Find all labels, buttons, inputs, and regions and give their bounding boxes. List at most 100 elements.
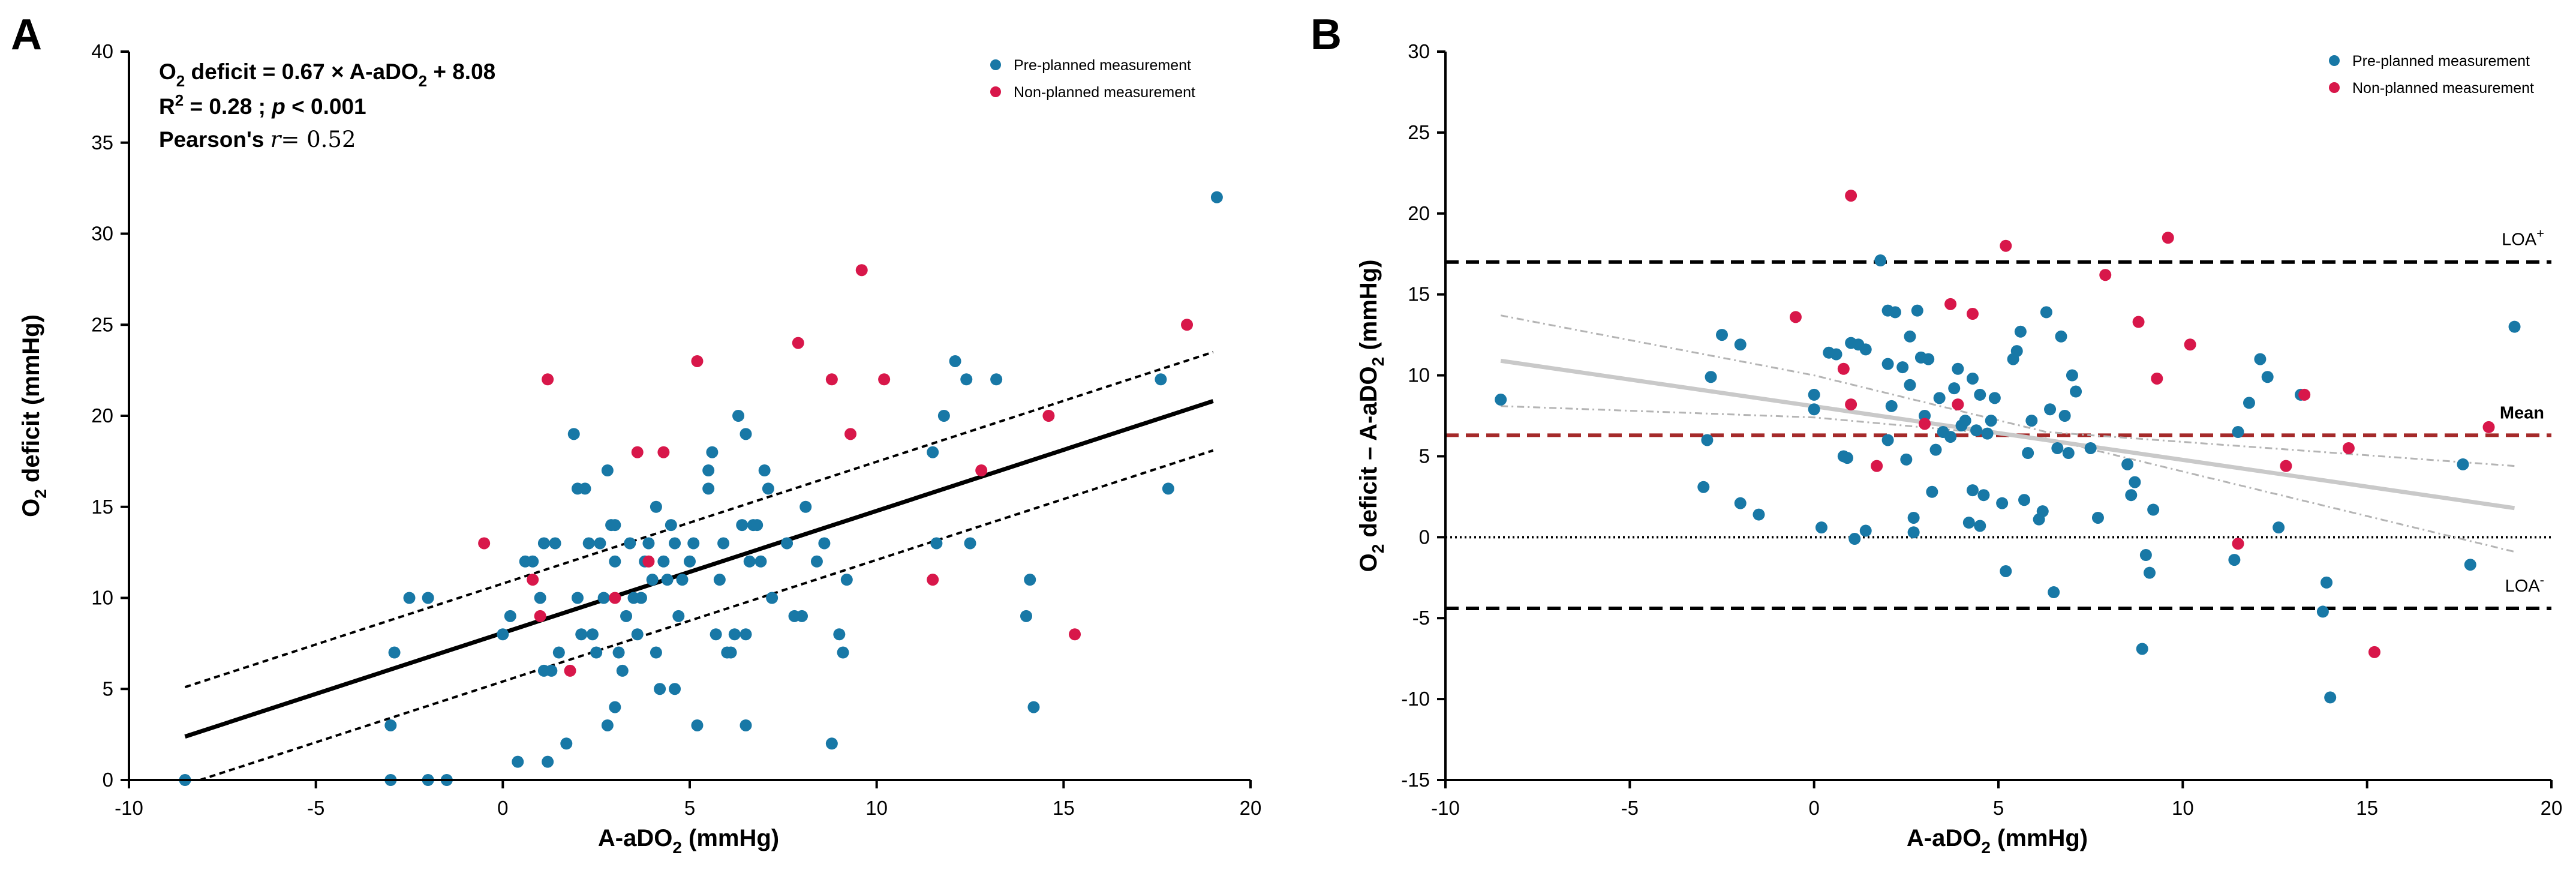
panel-a-pre-planned-point <box>840 574 853 586</box>
panel-b-pre-planned-point <box>2273 521 2285 534</box>
panel-a-lines <box>184 350 1214 781</box>
panel-a-pre-planned-point <box>702 482 715 495</box>
panel-a-legend-non-marker <box>990 86 1001 97</box>
panel-b-pre-planned-point <box>2051 442 2064 454</box>
panel-a-pre-planned-point <box>751 519 764 532</box>
panel-b-pre-planned-point <box>1753 508 1765 521</box>
panel-b-pre-planned-point <box>2036 505 2049 518</box>
panel-a-pre-planned-point <box>612 646 625 659</box>
panel-a-non-planned-point <box>657 446 670 458</box>
panel-b-pre-planned-point <box>1977 489 1990 502</box>
regression-line <box>184 399 1214 739</box>
panel-b-pre-planned-point <box>2243 397 2255 409</box>
panel-a-non-planned-point <box>792 337 804 349</box>
panel-b-non-planned-point <box>2099 269 2112 281</box>
panel-b-non-planned-point <box>2232 538 2244 550</box>
panel-a-pre-planned-point <box>740 628 752 641</box>
panel-b-pre-planned-point <box>2022 447 2034 460</box>
panel-b-pre-planned-point <box>1734 338 1747 351</box>
panel-a-y-tick-label: 35 <box>91 131 113 154</box>
panel-a-non-planned-point <box>478 537 491 550</box>
panel-a-pearson: Pearson's r= 0.52 <box>159 127 356 152</box>
loa-lower-label: LOA- <box>2505 572 2544 596</box>
panel-a-pre-planned-point <box>654 683 666 695</box>
panel-b-pre-planned-point <box>2025 415 2038 427</box>
panel-b-pre-planned-point <box>1952 362 1964 375</box>
panel-a-r-squared: R2 = 0.28 ; p < 0.001 <box>159 91 366 119</box>
panel-b-pre-planned-point <box>1808 403 1820 416</box>
panel-b-pre-planned-point <box>2044 403 2057 416</box>
panel-a-pre-planned-point <box>762 482 774 495</box>
panel-a-pre-planned-point <box>590 646 603 659</box>
panel-b-non-planned-point <box>1837 362 1850 375</box>
panel-a-pre-planned-point <box>736 519 749 532</box>
panel-a-pre-planned-point <box>422 592 434 604</box>
trend-ci-lower-line <box>1501 405 2515 553</box>
panel-a-legend-pre-label: Pre-planned measurement <box>1014 57 1191 74</box>
panel-a-pre-planned-point <box>927 446 939 458</box>
panel-a-pre-planned-point <box>964 537 976 550</box>
panel-b-pre-planned-point <box>2018 494 2031 506</box>
panel-b-pre-planned-point <box>1841 452 1853 464</box>
panel-a-pre-planned-point <box>384 719 397 731</box>
panel-a-legend-pre-marker <box>990 59 1001 70</box>
panel-b-pre-planned-point <box>1966 372 1979 385</box>
panel-a-pre-planned-point <box>833 628 846 641</box>
panel-b-non-planned-point <box>2162 232 2174 244</box>
panel-b-non-planned-point <box>2132 316 2145 328</box>
panel-a-y-tick-label: 20 <box>91 404 113 427</box>
panel-a-non-planned-point <box>642 555 655 568</box>
panel-a-pre-planned-point <box>725 646 737 659</box>
panel-a-pre-planned-point <box>691 719 704 731</box>
panel-a-non-planned-point <box>927 574 939 586</box>
panel-b-pre-planned-point <box>2062 447 2075 460</box>
panel-a-pre-planned-point <box>1210 191 1223 203</box>
panel-b-pre-planned-point <box>1933 392 1946 404</box>
panel-a-pre-planned-point <box>665 519 677 532</box>
panel-b-pre-planned-point <box>1962 517 1975 529</box>
panel-b-pre-planned-point <box>1981 427 1994 440</box>
panel-b-pre-planned-point <box>2324 691 2337 704</box>
panel-b-non-planned-point <box>1789 311 1802 323</box>
panel-b-pre-planned-point <box>1907 526 1920 539</box>
panel-b-pre-planned-point <box>2129 476 2141 488</box>
panel-b-pre-planned-point <box>1716 329 1728 341</box>
panel-b-pre-planned-point <box>2058 410 2071 422</box>
panel-b-pre-planned-point <box>1885 400 1898 412</box>
panel-b-non-planned-point <box>1966 308 1979 320</box>
panel-a-y-tick-label: 15 <box>91 496 113 518</box>
panel-a-y-tick-label: 40 <box>91 40 113 62</box>
panel-b-pre-planned-point <box>2508 320 2521 333</box>
panel-b-non-planned-point <box>2184 338 2196 351</box>
panel-b-pre-planned-point <box>1881 358 1894 370</box>
panel-b-y-tick-label: 30 <box>1408 40 1430 62</box>
panel-a-pre-planned-point <box>1024 574 1036 586</box>
panel-b-pre-planned-point <box>2010 345 2023 358</box>
panel-a-pre-planned-point <box>552 646 565 659</box>
panel-a-non-planned-point <box>527 574 539 586</box>
panel-a-non-planned-point <box>631 446 644 458</box>
panel-a-pre-planned-point <box>650 646 662 659</box>
panel-a-x-tick-label: 15 <box>1053 797 1075 819</box>
panel-b-pre-planned-point <box>1970 424 1983 437</box>
panel-b-non-planned-point <box>2151 372 2163 385</box>
panel-a-y-tick-label: 0 <box>103 769 113 791</box>
panel-b-pre-planned-point <box>2136 643 2148 655</box>
panel-a-pre-planned-point <box>810 555 823 568</box>
panel-a-pre-planned-point <box>758 464 771 477</box>
panel-b-y-tick-label: -5 <box>1412 607 1430 629</box>
panel-b-y-tick-label: -15 <box>1401 769 1430 791</box>
panel-a-pre-planned-point <box>732 410 745 422</box>
panel-a-y-axis-title: O2 deficit (mmHg) <box>18 314 50 517</box>
panel-a-pre-planned-point <box>796 610 808 622</box>
panel-b-pre-planned-point <box>2144 566 2156 579</box>
panel-a-letter: A <box>11 11 42 59</box>
panel-a-pre-planned-point <box>497 628 509 641</box>
panel-a-pre-planned-point <box>990 373 1003 386</box>
panel-b-pre-planned-point <box>1944 431 1957 443</box>
panel-a-non-planned-point <box>691 355 704 367</box>
panel-b-pre-planned-point <box>2261 371 2274 383</box>
panel-b-pre-planned-point <box>2125 489 2138 502</box>
panel-a-pre-planned-point <box>549 537 561 550</box>
panel-a-pre-planned-point <box>781 537 793 550</box>
